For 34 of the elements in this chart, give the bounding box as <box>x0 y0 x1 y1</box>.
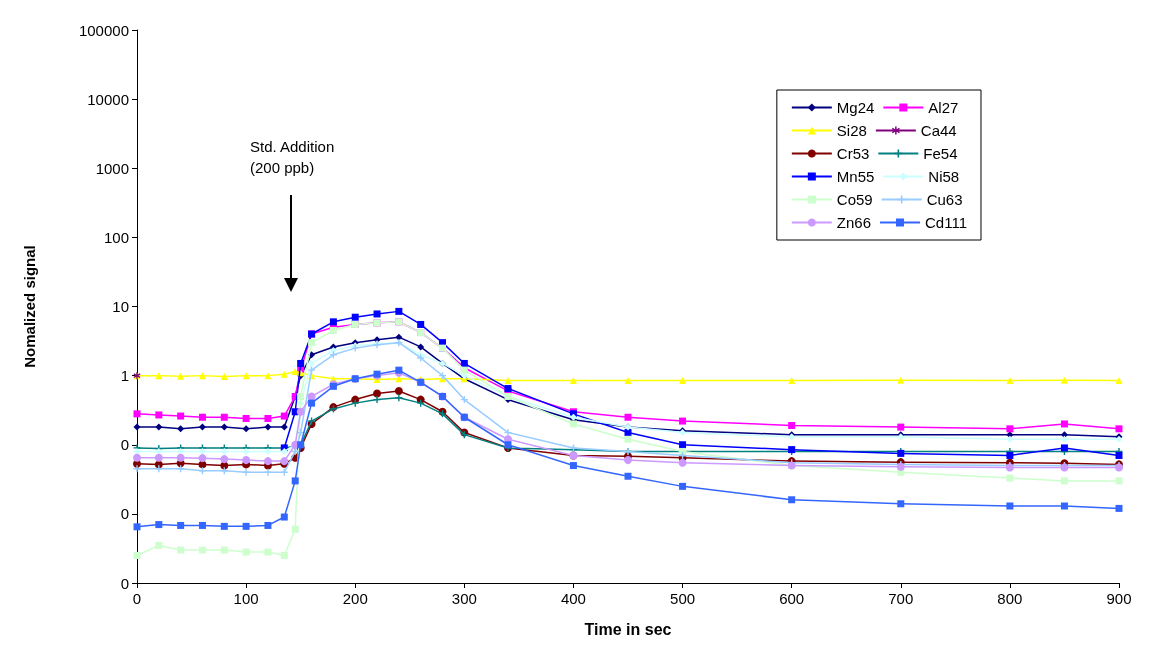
y-axis-title: Nomalized signal <box>21 245 38 368</box>
x-tick-label: 900 <box>1106 590 1132 607</box>
y-tick-label: 10000 <box>87 90 129 108</box>
legend-label: Ca44 <box>920 122 957 139</box>
x-tick-label: 300 <box>451 590 477 607</box>
legend-label: Mn55 <box>836 168 875 185</box>
y-tick-label: 100000 <box>78 21 129 39</box>
x-tick-label: 600 <box>779 590 805 607</box>
legend-label: Si28 <box>836 122 867 139</box>
x-tick-label: 500 <box>670 590 696 607</box>
x-tick-label: 700 <box>888 590 914 607</box>
y-tick-label: 10 <box>112 298 129 315</box>
y-tick-label: 0 <box>120 505 129 523</box>
y-tick-label: 0 <box>120 574 129 592</box>
x-tick-label: 0 <box>132 590 142 607</box>
x-tick-label: 200 <box>342 590 368 607</box>
legend-label: Mg24 <box>836 99 875 116</box>
legend-label: Ni58 <box>928 168 960 185</box>
legend-label: Cu63 <box>926 191 963 208</box>
annotation: Std. Addition (200 ppb) <box>250 138 335 176</box>
y-tick-label: 1000 <box>95 159 129 177</box>
legend-label: Cd111 <box>925 214 968 231</box>
x-tick-label: 100 <box>233 590 259 607</box>
legend-label: Al27 <box>928 99 959 116</box>
legend-label: Co59 <box>836 191 873 208</box>
legend-label: Fe54 <box>923 145 958 162</box>
y-tick-label: 100 <box>103 228 129 246</box>
legend-label: Zn66 <box>836 214 872 231</box>
x-tick-label: 400 <box>560 590 586 607</box>
y-tick-label: 0 <box>120 436 129 454</box>
legend-label: Cr53 <box>836 145 870 162</box>
y-tick-label: 1 <box>120 367 129 385</box>
x-axis-title: Time in sec <box>584 620 672 638</box>
x-tick-label: 800 <box>997 590 1023 607</box>
